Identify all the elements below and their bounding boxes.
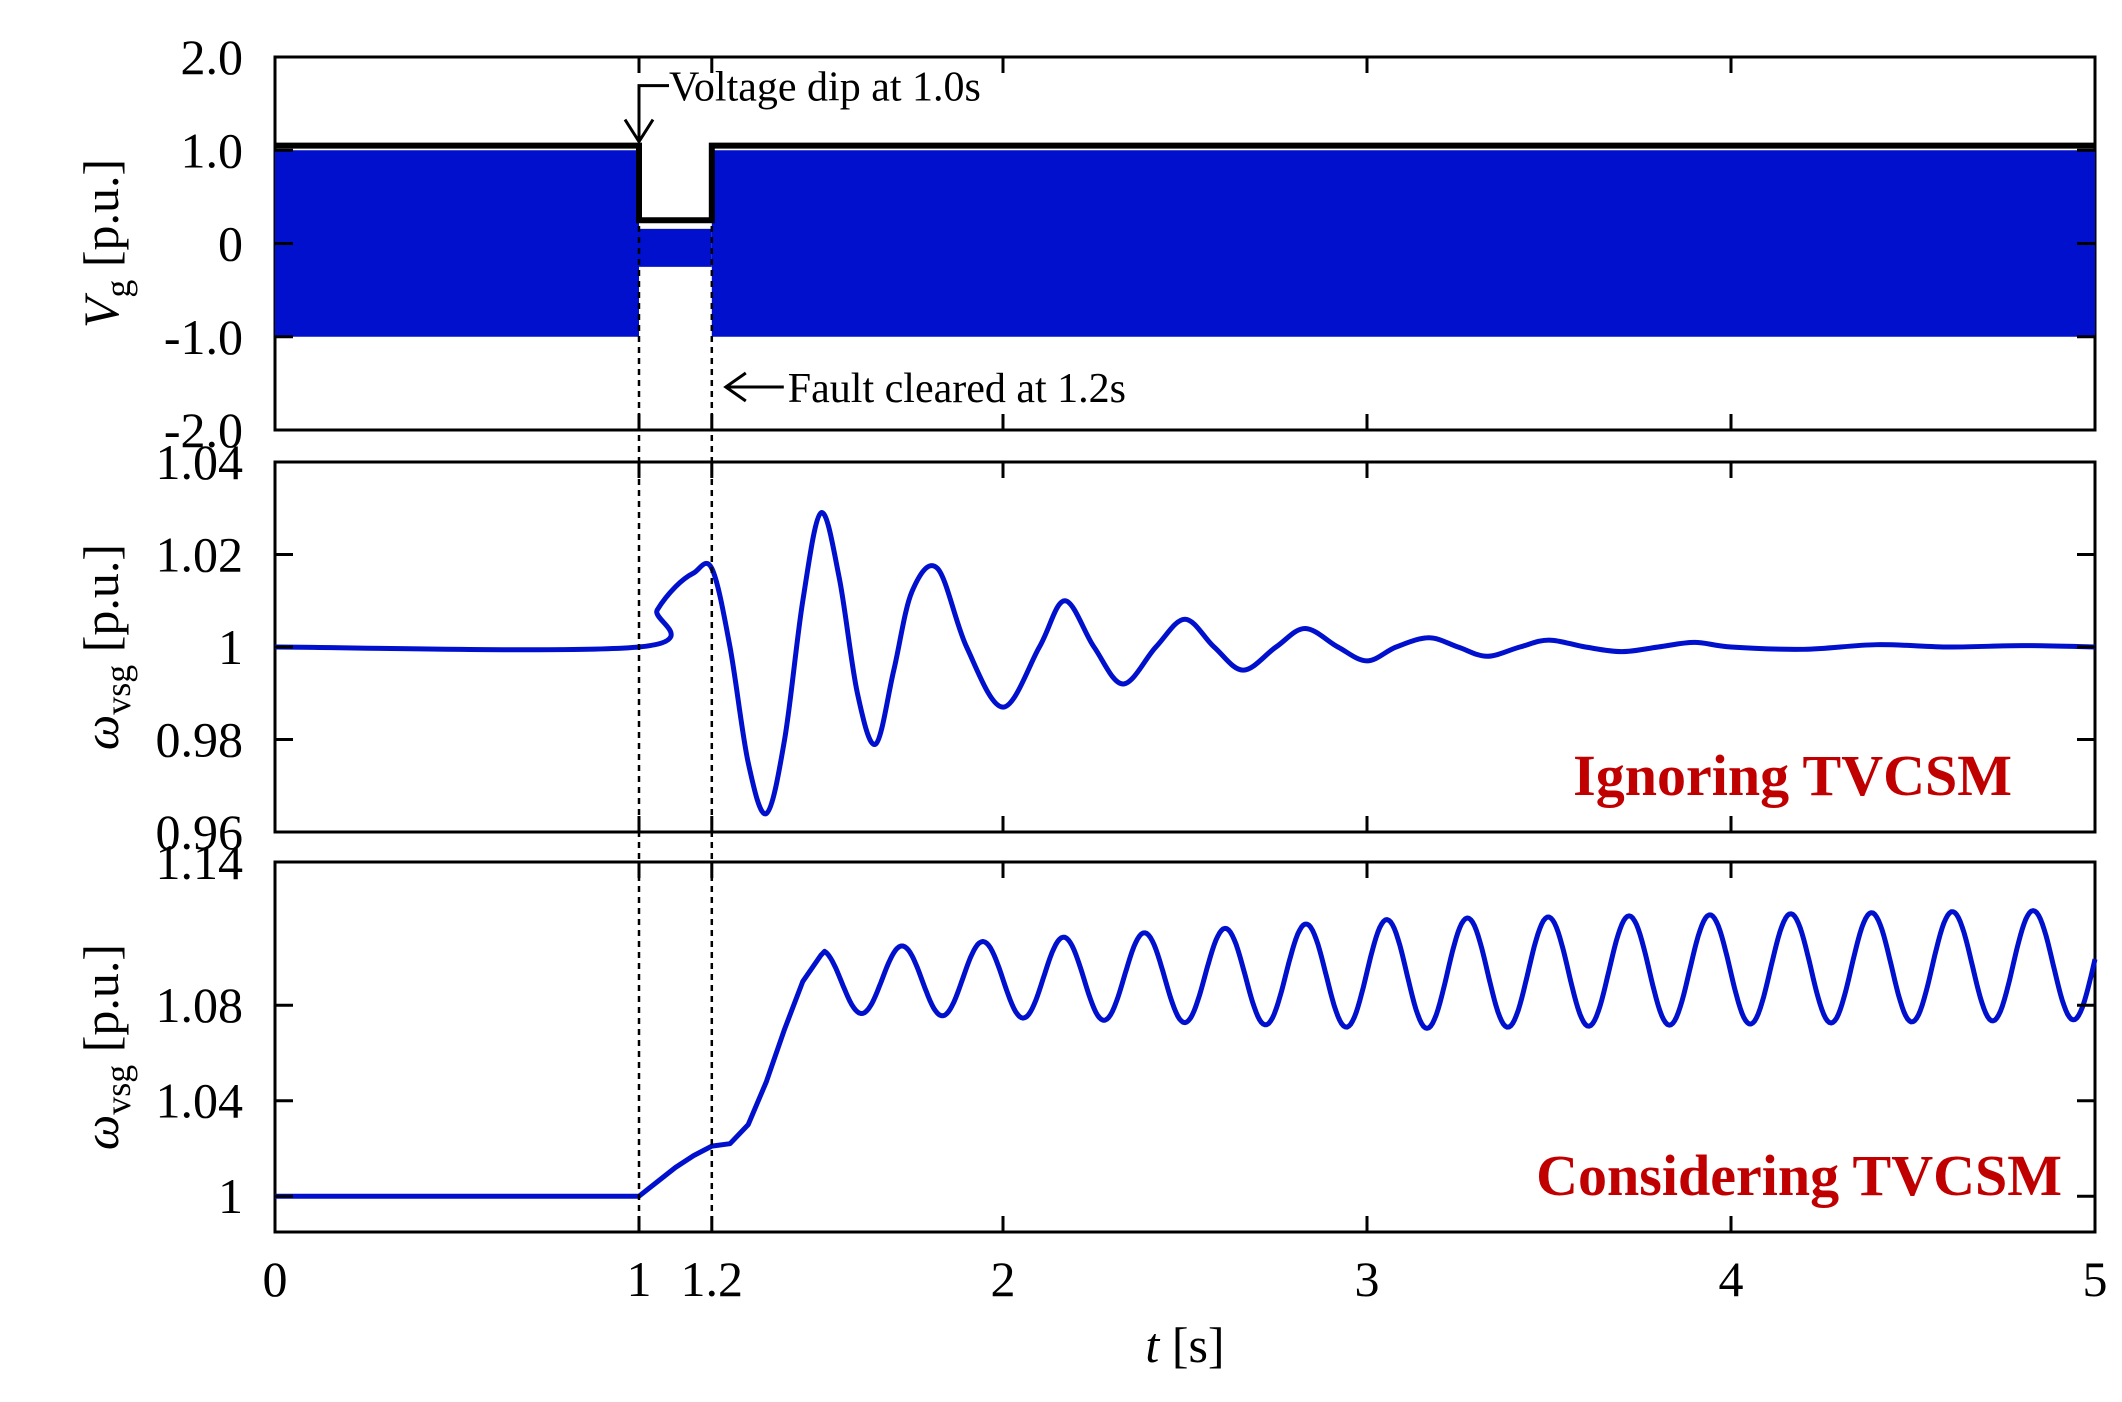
series-line xyxy=(274,510,2096,817)
y-axis-label-sub: vsg xyxy=(98,1065,138,1115)
y-ticks: 2.0 1.0 0 -1.0 -2.0 xyxy=(164,29,2095,458)
y-axis-label: ωvsg [p.u.] xyxy=(73,944,138,1150)
y-tick-label: -1.0 xyxy=(164,309,243,365)
y-tick-label: 1.0 xyxy=(181,122,244,178)
ignoring-label: Ignoring TVCSM xyxy=(1573,743,2012,808)
x-axis-label-unit: [s] xyxy=(1159,1317,1224,1373)
voltage-oscillation-band xyxy=(639,228,712,267)
y-axis-label-main: ω xyxy=(73,1115,129,1150)
voltage-envelope-line xyxy=(275,142,2095,224)
clear-annotation: Fault cleared at 1.2s xyxy=(788,366,1126,412)
y-tick-label: 0.98 xyxy=(156,712,244,768)
y-tick-label: 1.14 xyxy=(156,834,244,890)
fault-time-markers xyxy=(637,160,714,1232)
dip-arrow xyxy=(637,84,669,142)
omega-ignoring-line xyxy=(274,510,2096,817)
voltage-fill xyxy=(275,150,2095,337)
considering-label: Considering TVCSM xyxy=(1536,1143,2062,1208)
y-tick-label: 0 xyxy=(218,216,243,272)
plot-frame xyxy=(273,860,2097,1234)
panel-ignoring: 1.04 1.02 1 0.98 0.96 ωvsg [p.u.] Ignoring T… xyxy=(73,434,2097,860)
y-tick-label: 1.02 xyxy=(156,527,244,583)
voltage-oscillation-band xyxy=(711,150,2095,337)
y-axis-label-unit: [p.u.] xyxy=(73,544,129,665)
x-tick-label: 5 xyxy=(2083,1251,2108,1307)
y-axis-label: ωvsg [p.u.] xyxy=(73,544,138,750)
y-ticks: 1.04 1.02 1 0.98 0.96 xyxy=(156,434,2095,860)
y-axis-label-main: ω xyxy=(73,715,129,750)
dip-arrow-head xyxy=(623,118,655,145)
voltage-envelope xyxy=(275,142,2095,224)
y-axis-label-unit: [p.u.] xyxy=(73,944,129,1065)
x-tick-label: 0 xyxy=(263,1251,288,1307)
x-tick-label: 2 xyxy=(991,1251,1016,1307)
y-tick-label: 1.04 xyxy=(156,434,244,490)
y-axis-label: Vg [p.u.] xyxy=(73,159,138,328)
x-tick-label: 1.2 xyxy=(681,1251,744,1307)
annotations: Voltage dip at 1.0s Fault cleared at 1.2s xyxy=(623,65,1126,412)
panel-vg: 2.0 1.0 0 -1.0 -2.0 Vg [p.u.] Voltage dip at… xyxy=(73,29,2097,458)
y-tick-label: 2.0 xyxy=(181,29,244,85)
y-axis-label-text: ωvsg [p.u.] xyxy=(73,944,138,1150)
y-tick-label: 0.96 xyxy=(156,804,244,860)
y-axis-label-main: V xyxy=(73,292,129,328)
x-axis-label: t [s] xyxy=(1145,1317,1224,1373)
y-axis-label-sub: g xyxy=(98,280,138,298)
omega-considering-line xyxy=(274,908,2098,1199)
y-tick-label: 1.08 xyxy=(156,977,244,1033)
voltage-oscillation-band xyxy=(275,150,639,337)
y-tick-label: 1 xyxy=(218,1168,243,1224)
x-tick-label: 4 xyxy=(1719,1251,1744,1307)
y-ticks: 1.14 1.08 1.04 1 xyxy=(156,834,2095,1224)
y-axis-label-unit: [p.u.] xyxy=(73,159,129,280)
y-axis-label-text: Vg [p.u.] xyxy=(73,159,138,328)
x-tick-label: 1 xyxy=(627,1251,652,1307)
x-tick-label: 3 xyxy=(1355,1251,1380,1307)
dip-annotation: Voltage dip at 1.0s xyxy=(669,65,981,111)
clear-arrow-head xyxy=(723,371,747,403)
y-tick-label: -2.0 xyxy=(164,402,243,458)
x-axis-label-main: t xyxy=(1145,1317,1160,1373)
y-axis-label-sub: vsg xyxy=(98,665,138,715)
y-axis-label-text: ωvsg [p.u.] xyxy=(73,544,138,750)
series-line xyxy=(274,908,2098,1199)
y-tick-label: 1 xyxy=(218,619,243,675)
x-ticks: 0 1 1.2 2 3 4 5 xyxy=(263,57,2108,1307)
y-tick-label: 1.04 xyxy=(156,1073,244,1129)
panel-considering: 1.14 1.08 1.04 1 ωvsg [p.u.] Considering TV… xyxy=(73,834,2098,1234)
